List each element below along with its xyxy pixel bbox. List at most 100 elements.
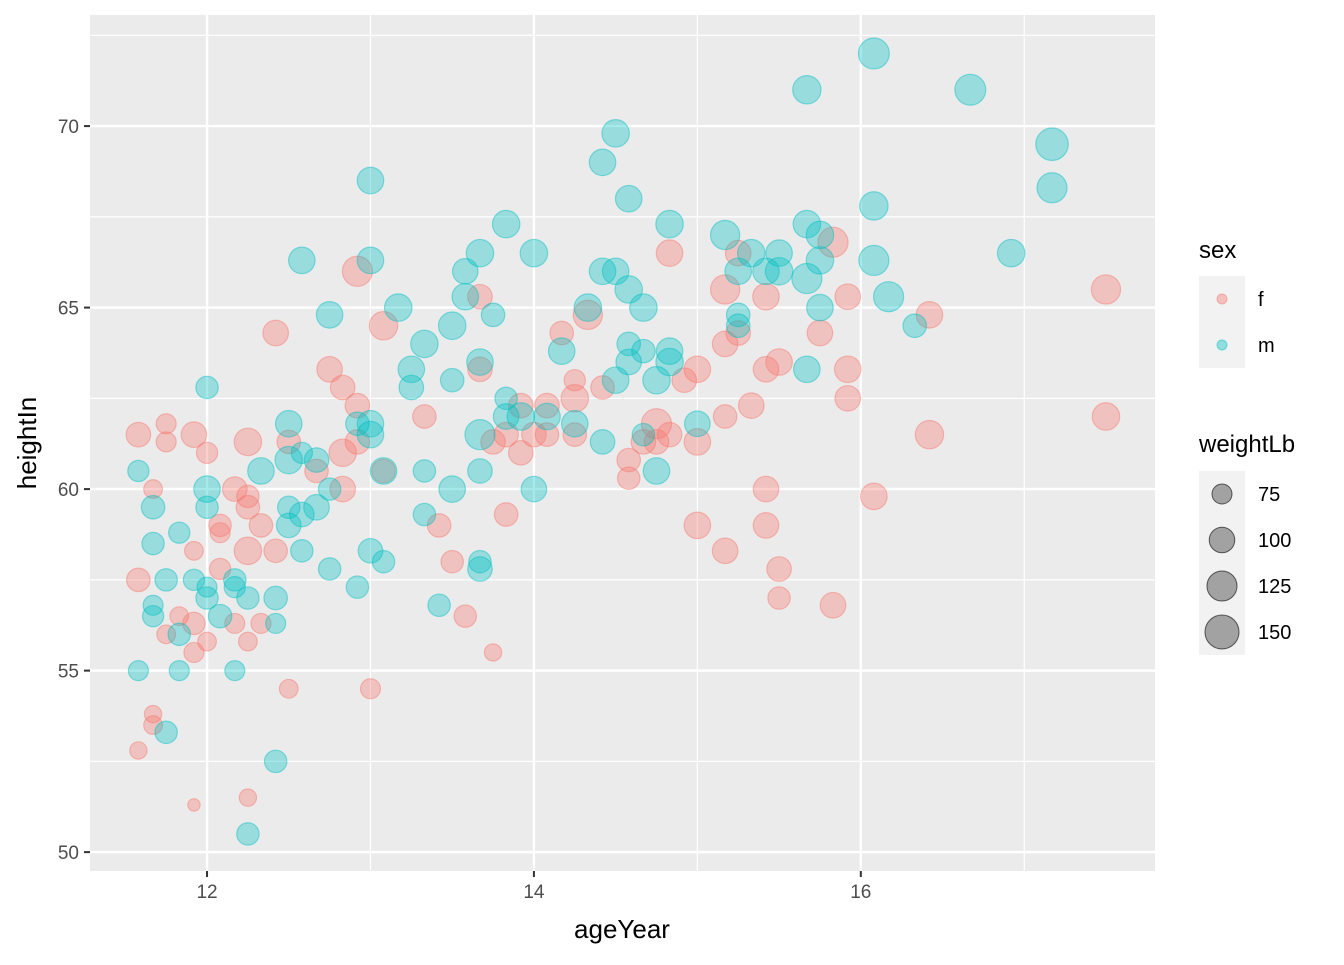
point-f [209,522,231,544]
point-m [451,257,479,285]
point-f [329,475,357,503]
point-m [736,238,766,268]
point-m [858,244,890,277]
point-m [655,337,684,366]
point-m [397,355,426,384]
point-m [642,365,671,395]
point-m [290,539,314,563]
point-f [766,556,792,582]
point-f [752,355,780,383]
point-m [236,586,260,610]
y-tick-label: 50 [58,843,79,864]
point-m [356,420,385,449]
point-m [236,822,260,846]
point-m [427,593,451,618]
point-m [467,458,493,484]
legend-size-key-75 [1211,483,1233,505]
point-f [549,320,575,346]
point-m [315,301,344,329]
point-f [208,513,232,538]
point-m [655,209,684,239]
point-f [304,458,329,484]
point-m [1035,127,1069,162]
point-f [143,704,163,724]
point-m [573,293,603,322]
point-f [238,788,258,807]
point-f [129,741,148,760]
point-m [275,512,302,539]
point-m [491,209,521,239]
point-m [142,594,164,616]
point-m [274,409,303,438]
point-m [629,293,658,322]
point-m [412,502,437,527]
point-m [954,73,987,106]
point-m [902,313,928,339]
point-m [140,494,166,520]
point-m [601,257,630,286]
point-m [560,409,589,438]
point-m [765,239,793,267]
point-m [154,720,178,745]
point-m [466,348,494,376]
point-f [590,375,615,400]
point-m [792,75,822,105]
point-m [872,281,905,313]
point-m [223,575,247,599]
point-f [834,384,862,412]
point-m [519,238,549,268]
point-f [221,476,248,502]
point-m [465,238,495,268]
point-f [467,283,493,310]
point-f [263,538,289,564]
point-f [683,428,712,456]
point-m [588,257,617,286]
legend-label-f: f [1258,289,1264,311]
point-f [341,255,374,287]
point-m [764,256,794,286]
point-f [806,319,834,347]
legend-key-f [1216,293,1228,305]
x-tick-label: 14 [523,882,545,903]
point-f [737,392,765,419]
point-m [547,337,576,366]
point-f [1091,402,1121,431]
point-f [467,356,493,383]
point-f [155,431,177,453]
point-f [236,484,260,509]
point-f [493,502,519,527]
point-m [533,402,561,431]
point-f [237,631,258,652]
point-m [492,403,520,430]
point-m [805,220,835,250]
data-points [125,37,1122,846]
point-f [224,612,246,635]
point-f [833,355,862,384]
legend-label-75: 75 [1258,484,1280,506]
point-f [233,427,263,457]
point-m [345,411,370,437]
point-f [233,536,263,566]
point-m [287,246,316,275]
point-f [562,422,588,447]
point-f [643,429,670,455]
point-m [631,422,656,447]
point-f [725,320,752,346]
point-f [453,604,478,628]
point-f [655,239,684,267]
point-f [208,557,232,581]
legend-sex-title: sex [1199,237,1236,264]
point-m [506,402,536,431]
point-f [915,301,944,329]
point-m [290,441,314,465]
point-m [263,585,289,611]
point-m [467,556,493,582]
point-m [207,603,233,629]
point-m [614,275,644,304]
point-f [616,447,642,473]
point-m [168,660,190,682]
point-f [183,641,205,664]
point-f [187,798,201,812]
point-f [914,419,945,450]
